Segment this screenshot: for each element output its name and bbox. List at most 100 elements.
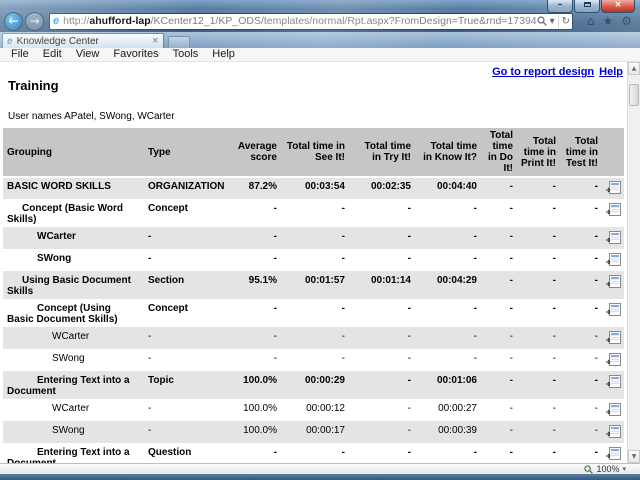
cell-value: -	[560, 399, 602, 422]
scroll-down-icon[interactable]: ▼	[628, 450, 640, 463]
cell-value: 00:04:29	[415, 271, 481, 300]
cell-value: -	[517, 443, 560, 463]
open-report-icon[interactable]	[606, 352, 621, 366]
cell-value: -	[349, 349, 415, 372]
menu-view[interactable]: View	[75, 48, 100, 60]
settings-gear-icon[interactable]: ⚙	[621, 14, 632, 28]
cell-grouping: BASIC WORD SKILLS	[3, 177, 144, 200]
table-row: SWong - - - - - - - -	[3, 349, 624, 372]
cell-value: 00:00:29	[281, 371, 349, 400]
cell-grouping: SWong	[3, 349, 144, 372]
menu-file[interactable]: File	[11, 48, 29, 60]
menu-tools[interactable]: Tools	[172, 48, 199, 60]
vertical-scrollbar[interactable]: ▲ ▼	[627, 62, 640, 463]
cell-value: -	[481, 299, 517, 328]
cell-value: -	[349, 443, 415, 463]
cell-value: 00:02:35	[349, 177, 415, 200]
cell-value: -	[560, 249, 602, 272]
cell-grouping: WCarter	[3, 327, 144, 350]
training-report-table: Grouping Type Average score Total time in S…	[3, 128, 624, 463]
cell-value: -	[560, 327, 602, 350]
cell-value: -	[481, 371, 517, 400]
search-dropdown-icon[interactable]: ▾	[549, 15, 555, 27]
cell-value: -	[517, 371, 560, 400]
forward-button[interactable]: →	[25, 11, 44, 31]
cell-type: ORGANIZATION	[144, 177, 228, 200]
cell-value: -	[560, 227, 602, 250]
open-report-icon[interactable]	[606, 274, 621, 288]
cell-value: -	[481, 249, 517, 272]
page-content: Go to report design Help Training User na…	[0, 62, 627, 463]
tab-favicon-icon: e	[7, 35, 13, 47]
cell-value: -	[517, 227, 560, 250]
column-header-total-time-in-test-it-: Total time in Test It!	[560, 128, 602, 178]
open-report-icon[interactable]	[606, 202, 621, 216]
open-report-icon[interactable]	[606, 180, 621, 194]
tab-title: Knowledge Center	[16, 35, 99, 47]
cell-value: 100.0%	[228, 371, 281, 400]
open-report-icon[interactable]	[606, 330, 621, 344]
zoom-magnifier-icon	[584, 464, 594, 474]
favorites-star-icon[interactable]: ★	[602, 14, 614, 28]
new-tab-button[interactable]	[168, 36, 190, 48]
cell-value: 00:01:06	[415, 371, 481, 400]
zoom-control[interactable]: 100% ▾	[584, 464, 626, 474]
cell-type: Question	[144, 443, 228, 463]
open-report-icon[interactable]	[606, 446, 621, 460]
cell-value: -	[415, 249, 481, 272]
search-icon[interactable]	[536, 16, 547, 26]
open-report-icon[interactable]	[606, 424, 621, 438]
cell-value: 00:03:54	[281, 177, 349, 200]
table-header-row: Grouping Type Average score Total time in S…	[3, 128, 624, 178]
back-button[interactable]: ←	[4, 11, 23, 31]
open-report-icon[interactable]	[606, 230, 621, 244]
cell-value: 00:00:39	[415, 421, 481, 444]
column-header-total-time-in-do-it-: Total time in Do It!	[481, 128, 517, 178]
url-protocol: http://	[63, 15, 90, 27]
zoom-dropdown-icon[interactable]: ▾	[622, 465, 626, 473]
cell-value: -	[560, 299, 602, 328]
cell-value: -	[228, 443, 281, 463]
cell-value: -	[349, 299, 415, 328]
scrollbar-thumb[interactable]	[629, 84, 639, 106]
open-report-icon[interactable]	[606, 374, 621, 388]
cell-value: -	[415, 349, 481, 372]
cell-value: -	[415, 443, 481, 463]
tab-close-icon[interactable]: ×	[151, 36, 159, 46]
close-button[interactable]: ×	[601, 0, 635, 13]
cell-value: 00:01:57	[281, 271, 349, 300]
open-report-icon[interactable]	[606, 302, 621, 316]
cell-value: -	[415, 299, 481, 328]
navigation-bar: ← → e http://ahufford-lap/KCenter12_1/KP…	[0, 10, 640, 32]
menu-edit[interactable]: Edit	[42, 48, 62, 60]
table-row: SWong - - - - - - - -	[3, 249, 624, 272]
help-link[interactable]: Help	[599, 66, 623, 78]
cell-grouping: Entering Text into a Document	[3, 443, 144, 463]
cell-type: -	[144, 227, 228, 250]
go-to-report-design-link[interactable]: Go to report design	[492, 66, 595, 78]
address-bar[interactable]: e http://ahufford-lap/KCenter12_1/KP_ODS…	[49, 12, 573, 30]
refresh-icon[interactable]: ↻	[561, 15, 571, 27]
cell-type: -	[144, 327, 228, 350]
cell-type: -	[144, 249, 228, 272]
table-row: Concept (Using Basic Document Skills) Con…	[3, 299, 624, 328]
table-row: Entering Text into a Document Question - - -…	[3, 443, 624, 463]
cell-value: -	[281, 327, 349, 350]
menu-help[interactable]: Help	[212, 48, 235, 60]
open-report-icon[interactable]	[606, 402, 621, 416]
cell-value: -	[349, 421, 415, 444]
tab-knowledge-center[interactable]: e Knowledge Center ×	[2, 33, 164, 48]
cell-value: 00:00:27	[415, 399, 481, 422]
maximize-button[interactable]	[574, 0, 600, 13]
menu-favorites[interactable]: Favorites	[113, 48, 159, 60]
cell-grouping: WCarter	[3, 227, 144, 250]
cell-value: 00:00:12	[281, 399, 349, 422]
home-icon[interactable]: ⌂	[586, 14, 595, 28]
open-report-icon[interactable]	[606, 252, 621, 266]
table-row: Concept (Basic Word Skills) Concept - - - - - -…	[3, 199, 624, 228]
cell-value: -	[281, 199, 349, 228]
scroll-up-icon[interactable]: ▲	[628, 62, 640, 75]
minimize-button[interactable]: –	[547, 0, 573, 13]
cell-value: -	[517, 177, 560, 200]
address-bar-controls: ▾ ↻ ×	[536, 14, 572, 29]
